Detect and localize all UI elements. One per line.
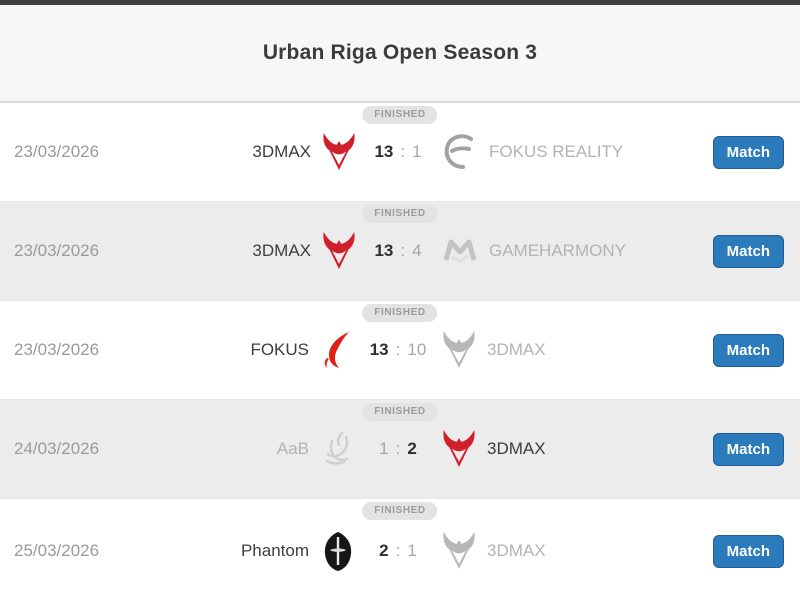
score: 13 : 1 (358, 142, 438, 162)
team1-name: Phantom (240, 541, 309, 560)
score-colon: : (395, 439, 401, 458)
team1-name: FOKUS (250, 340, 309, 359)
score-colon: : (395, 340, 401, 359)
team2-name: 3DMAX (487, 541, 546, 560)
status-badge: FINISHED (362, 205, 438, 223)
score-colon: : (400, 142, 406, 161)
team1-name: AaB (276, 439, 309, 458)
team2-link[interactable]: 3DMAX (438, 532, 700, 570)
score: 2 : 1 (358, 541, 438, 561)
score-right: 1 (412, 142, 422, 161)
match-button[interactable]: Match (712, 432, 784, 466)
score-right: 10 (407, 340, 427, 359)
team2-link[interactable]: FOKUS REALITY (438, 132, 700, 172)
team2-name: 3DMAX (487, 340, 546, 359)
match-row: FINISHED 23/03/2026 3DMAX 13 : 4 GAMEHAR… (0, 201, 800, 300)
match-row: FINISHED 24/03/2026 AaB 1 : 2 3DMAX Matc… (0, 399, 800, 498)
top-accent-bar (0, 0, 800, 5)
team1-link[interactable]: FOKUS (200, 330, 358, 370)
team1-link[interactable]: 3DMAX (200, 232, 358, 270)
team2-name: FOKUS REALITY (489, 142, 624, 161)
team2-name: GAMEHARMONY (489, 241, 626, 260)
match-date: 24/03/2026 (14, 439, 100, 458)
match-date: 23/03/2026 (14, 241, 100, 260)
team1-link[interactable]: Phantom (200, 531, 358, 571)
score-right: 1 (407, 541, 417, 560)
aab-crest-icon (318, 429, 358, 469)
team2-link[interactable]: 3DMAX (438, 331, 700, 369)
match-list: FINISHED 23/03/2026 3DMAX 13 : 1 FOKUS R… (0, 103, 800, 603)
status-badge: FINISHED (362, 304, 438, 322)
team2-name: 3DMAX (487, 439, 546, 458)
score: 13 : 10 (358, 340, 438, 360)
team2-link[interactable]: 3DMAX (438, 430, 700, 468)
match-row: FINISHED 25/03/2026 Phantom 2 : 1 3DMAX … (0, 498, 800, 603)
match-button[interactable]: Match (712, 534, 784, 568)
match-date: 25/03/2026 (14, 541, 100, 560)
status-badge: FINISHED (362, 403, 438, 421)
score-left: 2 (379, 541, 389, 560)
3dmax-gray-devil-icon (440, 331, 478, 369)
match-row: FINISHED 23/03/2026 FOKUS 13 : 10 3DMAX … (0, 300, 800, 399)
status-badge: FINISHED (362, 106, 438, 124)
score: 13 : 4 (358, 241, 438, 261)
score-left: 13 (374, 241, 394, 260)
score-left: 13 (369, 340, 389, 359)
tournament-header: Urban Riga Open Season 3 (0, 5, 800, 103)
score-right: 2 (407, 439, 417, 458)
fokus-reality-f-icon (440, 132, 480, 172)
match-date: 23/03/2026 (14, 142, 100, 161)
score-left: 13 (374, 142, 394, 161)
match-button[interactable]: Match (712, 333, 784, 367)
match-date: 23/03/2026 (14, 340, 100, 359)
phantom-helmet-icon (318, 531, 358, 571)
score-left: 1 (379, 439, 389, 458)
gameharmony-ribbon-icon (440, 231, 480, 271)
team2-link[interactable]: GAMEHARMONY (438, 231, 700, 271)
team1-link[interactable]: AaB (200, 429, 358, 469)
status-badge: FINISHED (362, 502, 438, 520)
score-colon: : (395, 541, 401, 560)
match-row: FINISHED 23/03/2026 3DMAX 13 : 1 FOKUS R… (0, 103, 800, 201)
match-button[interactable]: Match (712, 234, 784, 268)
3dmax-red-devil-icon (320, 232, 358, 270)
team1-name: 3DMAX (252, 142, 311, 161)
team1-name: 3DMAX (252, 241, 311, 260)
3dmax-red-devil-icon (320, 133, 358, 171)
team1-link[interactable]: 3DMAX (200, 133, 358, 171)
score-colon: : (400, 241, 406, 260)
match-button[interactable]: Match (712, 135, 784, 169)
score-right: 4 (412, 241, 422, 260)
page-title: Urban Riga Open Season 3 (262, 41, 538, 64)
score: 1 : 2 (358, 439, 438, 459)
3dmax-gray-devil-icon (440, 532, 478, 570)
3dmax-red-devil-icon (440, 430, 478, 468)
fokus-flame-icon (318, 330, 358, 370)
